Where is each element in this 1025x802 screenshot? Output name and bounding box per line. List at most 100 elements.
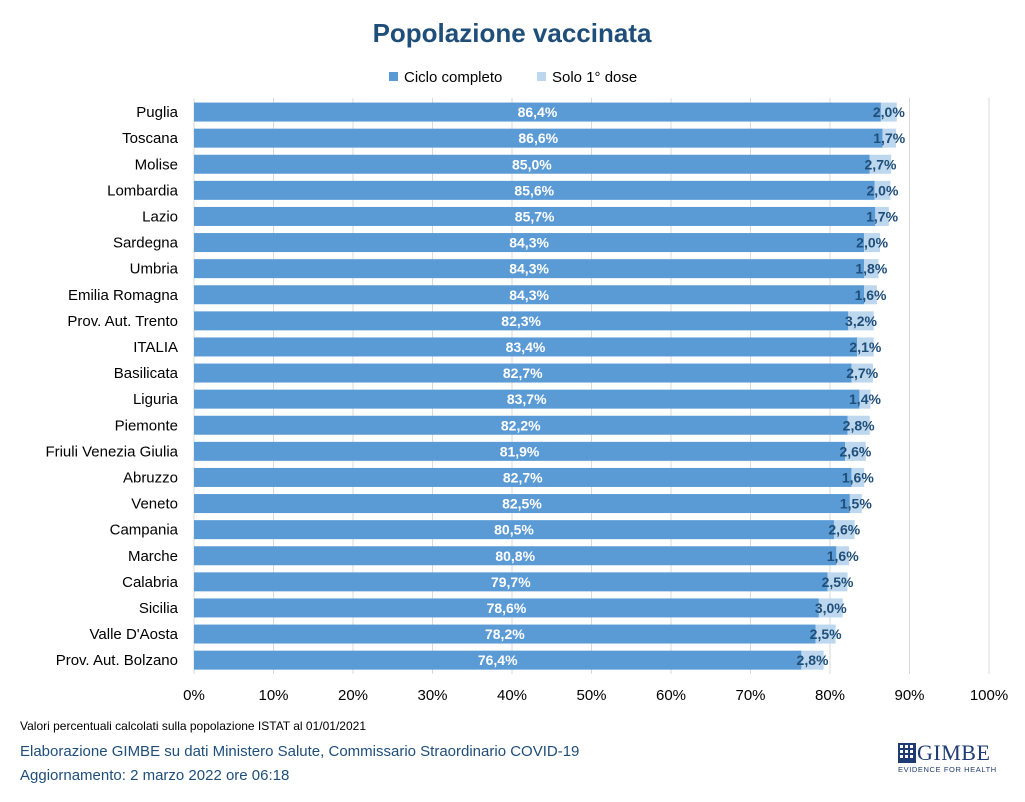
bar-solo-prima-dose [864, 233, 881, 253]
bar-solo-prima-dose [848, 311, 874, 331]
data-label-ciclo-completo: 76,4% [478, 652, 518, 668]
data-label-ciclo-completo: 84,3% [509, 235, 549, 251]
bar-solo-prima-dose [851, 363, 873, 383]
data-label-solo-prima-dose: 1,5% [840, 496, 872, 512]
data-label-ciclo-completo: 84,3% [509, 261, 549, 277]
bar-solo-prima-dose [847, 415, 870, 435]
bar-ciclo-completo [194, 494, 850, 514]
category-label: Campania [110, 522, 179, 539]
footnote: Valori percentuali calcolati sulla popol… [20, 719, 366, 733]
bar-solo-prima-dose [815, 624, 836, 644]
data-label-ciclo-completo: 85,0% [512, 156, 552, 172]
bar-chart: Popolazione vaccinata Ciclo completo Sol… [45, 18, 1008, 704]
data-label-ciclo-completo: 82,7% [503, 469, 543, 485]
gimbe-logo-icon [898, 743, 916, 763]
x-tick-label: 50% [576, 687, 606, 704]
chart-title: Popolazione vaccinata [373, 18, 652, 48]
data-label-solo-prima-dose: 1,6% [827, 548, 859, 564]
data-label-ciclo-completo: 82,5% [502, 496, 542, 512]
bar-ciclo-completo [194, 206, 876, 226]
data-label-solo-prima-dose: 2,8% [797, 652, 829, 668]
data-label-solo-prima-dose: 1,6% [855, 287, 887, 303]
bar-ciclo-completo [194, 598, 819, 618]
category-label: Lazio [142, 208, 178, 225]
data-label-solo-prima-dose: 2,8% [843, 417, 875, 433]
data-label-ciclo-completo: 85,6% [514, 182, 554, 198]
bar-solo-prima-dose [869, 154, 892, 174]
bar-solo-prima-dose [836, 546, 850, 566]
bar-ciclo-completo [194, 311, 849, 331]
bar-ciclo-completo [194, 624, 816, 644]
bar-ciclo-completo [194, 572, 828, 592]
category-label: Basilicata [114, 365, 179, 382]
x-tick-label: 90% [894, 687, 924, 704]
bar-ciclo-completo [194, 467, 852, 487]
data-label-ciclo-completo: 79,7% [491, 574, 531, 590]
bar-ciclo-completo [194, 415, 848, 435]
category-label: Puglia [136, 104, 178, 121]
bar-ciclo-completo [194, 363, 852, 383]
x-tick-label: 40% [497, 687, 527, 704]
category-label: Toscana [122, 130, 179, 147]
data-label-solo-prima-dose: 2,7% [846, 365, 878, 381]
category-label: Lombardia [107, 182, 179, 199]
bar-solo-prima-dose [875, 206, 889, 226]
category-label: Sardegna [113, 235, 179, 252]
bar-ciclo-completo [194, 285, 865, 305]
bar-solo-prima-dose [845, 441, 866, 461]
category-label: Piemonte [115, 417, 178, 434]
category-label: Molise [135, 156, 178, 173]
bar-solo-prima-dose [859, 389, 871, 409]
data-label-solo-prima-dose: 2,6% [839, 443, 871, 459]
data-label-solo-prima-dose: 2,5% [822, 574, 854, 590]
bar-ciclo-completo [194, 180, 875, 200]
bar-ciclo-completo [194, 259, 865, 279]
bar-solo-prima-dose [864, 285, 877, 305]
data-label-solo-prima-dose: 3,2% [845, 313, 877, 329]
data-label-ciclo-completo: 82,3% [501, 313, 541, 329]
x-tick-label: 10% [258, 687, 288, 704]
data-label-solo-prima-dose: 2,5% [810, 626, 842, 642]
data-label-solo-prima-dose: 2,0% [867, 182, 899, 198]
bar-solo-prima-dose [857, 337, 874, 357]
data-label-ciclo-completo: 82,7% [503, 365, 543, 381]
category-label: Liguria [133, 391, 179, 408]
bar-solo-prima-dose [880, 102, 897, 122]
bar-ciclo-completo [194, 520, 834, 540]
bar-ciclo-completo [194, 650, 802, 670]
bar-solo-prima-dose [833, 520, 855, 540]
legend: Ciclo completo Solo 1° dose [389, 69, 637, 86]
x-tick-label: 20% [338, 687, 368, 704]
data-label-ciclo-completo: 83,7% [507, 391, 547, 407]
bar-solo-prima-dose [851, 467, 865, 487]
bar-ciclo-completo [194, 441, 846, 461]
data-label-solo-prima-dose: 1,8% [855, 261, 887, 277]
bar-solo-prima-dose [874, 180, 891, 200]
bar-ciclo-completo [194, 389, 860, 409]
bar-ciclo-completo [194, 233, 865, 253]
legend-label-solo-prima-dose: Solo 1° dose [552, 69, 637, 86]
data-label-ciclo-completo: 78,6% [487, 600, 527, 616]
category-label: Valle D'Aosta [90, 626, 179, 643]
x-tick-label: 60% [656, 687, 686, 704]
category-label: Veneto [131, 496, 178, 513]
legend-label-ciclo-completo: Ciclo completo [404, 69, 502, 86]
bar-solo-prima-dose [801, 650, 824, 670]
category-label: Prov. Aut. Trento [67, 313, 178, 330]
data-label-solo-prima-dose: 2,0% [873, 104, 905, 120]
category-label: Sicilia [139, 600, 179, 617]
data-label-solo-prima-dose: 2,1% [849, 339, 881, 355]
data-label-ciclo-completo: 82,2% [501, 417, 541, 433]
legend-swatch-ciclo-completo [389, 72, 398, 81]
x-tick-label: 0% [183, 687, 205, 704]
gimbe-logo: GIMBE EVIDENCE FOR HEALTH [898, 740, 998, 779]
category-label: ITALIA [133, 339, 178, 356]
category-label: Friuli Venezia Giulia [45, 443, 178, 460]
data-label-ciclo-completo: 81,9% [500, 443, 540, 459]
x-tick-label: 100% [970, 687, 1008, 704]
bar-ciclo-completo [194, 154, 870, 174]
bar-solo-prima-dose [864, 259, 879, 279]
bar-ciclo-completo [194, 546, 837, 566]
data-label-solo-prima-dose: 2,0% [856, 235, 888, 251]
x-tick-label: 70% [735, 687, 765, 704]
